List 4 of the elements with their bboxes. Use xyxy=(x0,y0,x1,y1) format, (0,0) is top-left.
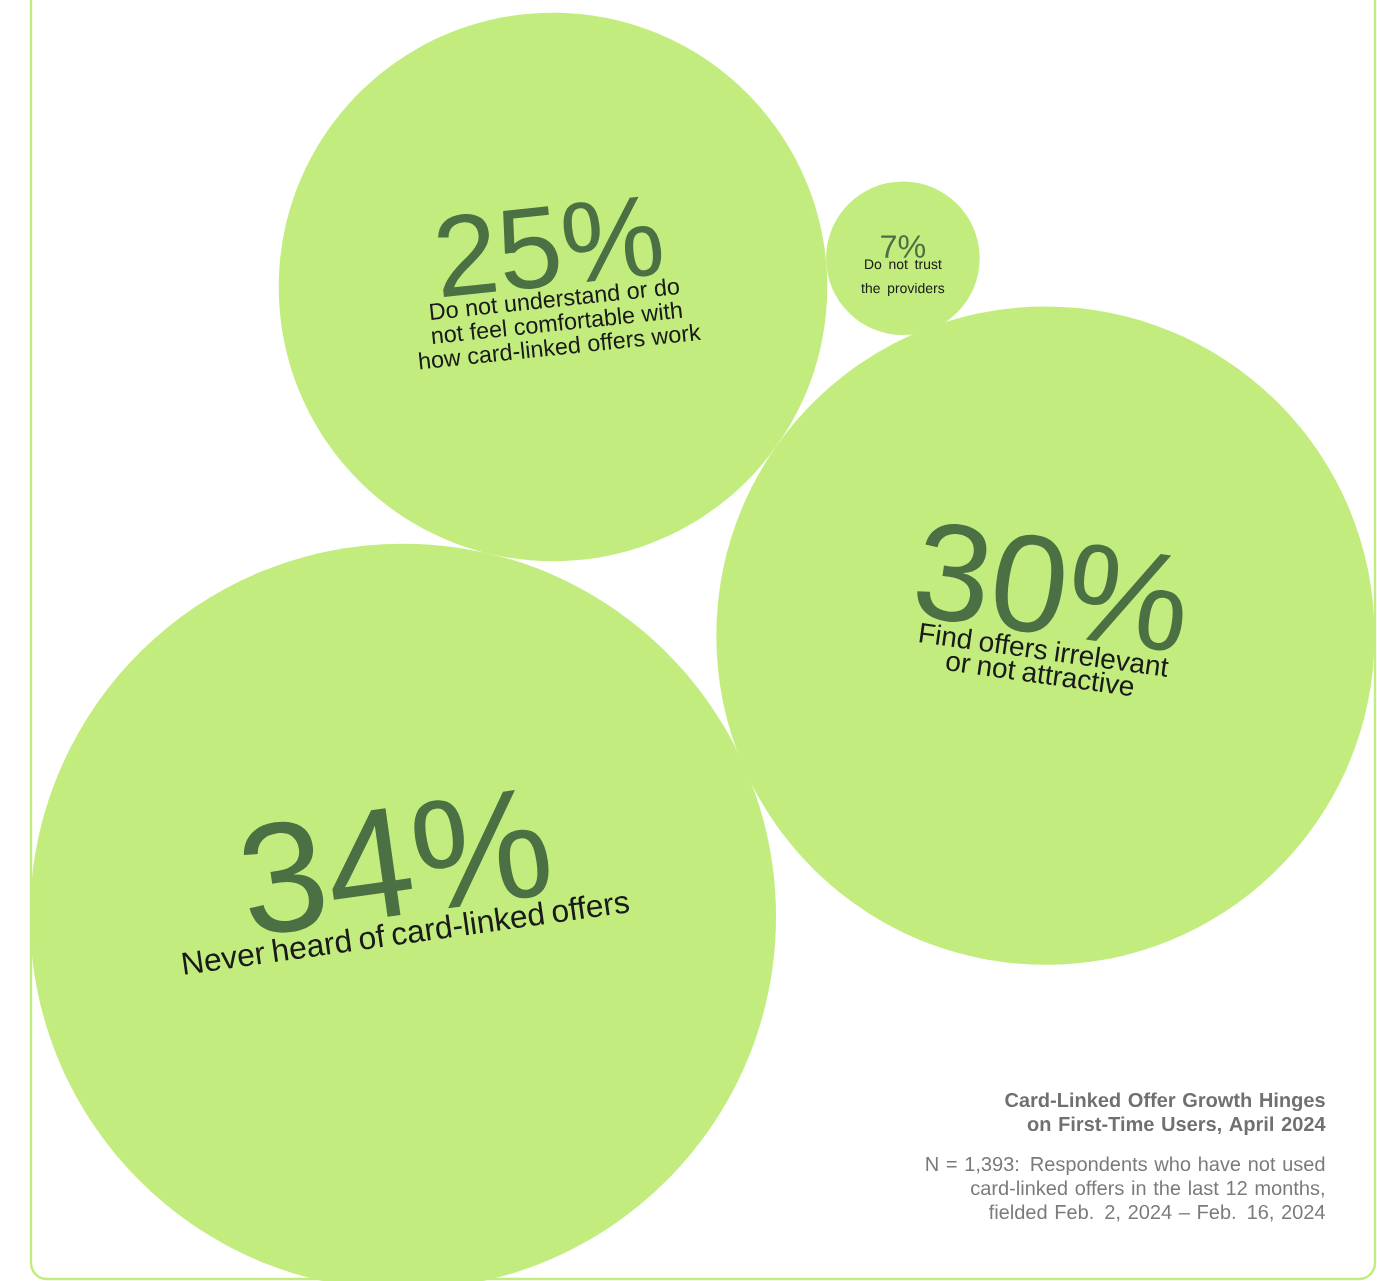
category-label: Do not trust the providers xyxy=(861,259,945,296)
text: N = 1,393: Respondents who have not used card-linked offers in the last 12 months, fielded Feb. 2, 2024 – Feb. 16, 2024 xyxy=(926,1156,1325,1222)
data-label: 7% xyxy=(881,235,926,258)
text: Card-Linked Offer Growth Hinges on First-Time Users, April 2024 xyxy=(1005,1092,1326,1136)
